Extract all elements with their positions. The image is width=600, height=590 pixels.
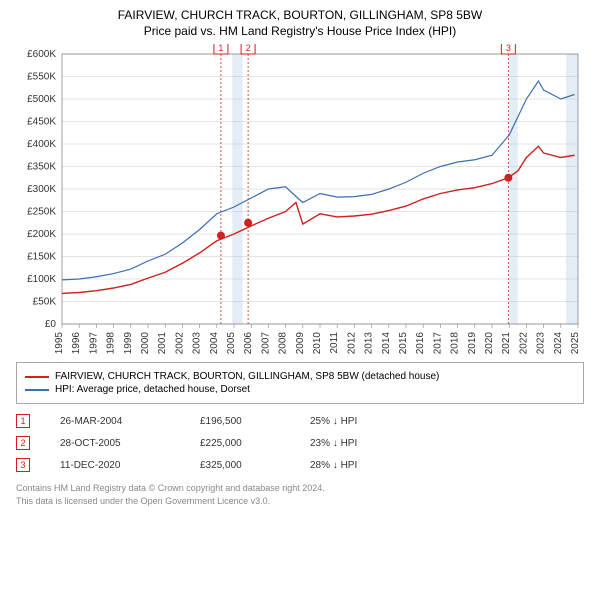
- svg-text:£150K: £150K: [27, 252, 56, 263]
- chart-area: £0 £50K £100K £150K £200K £250K £300K £350K £400…: [12, 44, 588, 354]
- svg-text:£400K: £400K: [27, 139, 56, 150]
- svg-text:£500K: £500K: [27, 94, 56, 105]
- line-chart-svg: £0 £50K £100K £150K £200K £250K £300K £350K £400…: [12, 44, 588, 354]
- chart-subtitle: Price paid vs. HM Land Registry's House …: [12, 24, 588, 38]
- marker-id-box: 3: [16, 458, 30, 472]
- marker-id-box: 1: [16, 414, 30, 428]
- marker-row: 2 28-OCT-2005 £225,000 23% ↓ HPI: [16, 436, 584, 450]
- svg-text:2012: 2012: [346, 332, 357, 354]
- svg-text:2004: 2004: [209, 332, 220, 354]
- svg-text:2006: 2006: [243, 332, 254, 354]
- legend-row: FAIRVIEW, CHURCH TRACK, BOURTON, GILLING…: [25, 371, 575, 382]
- legend-label: HPI: Average price, detached house, Dors…: [55, 384, 250, 395]
- marker-date: 28-OCT-2005: [60, 438, 170, 449]
- svg-text:£450K: £450K: [27, 117, 56, 128]
- svg-text:£600K: £600K: [27, 49, 56, 60]
- marker-date: 26-MAR-2004: [60, 416, 170, 427]
- svg-text:3: 3: [506, 44, 511, 53]
- svg-text:1996: 1996: [71, 332, 82, 354]
- svg-text:2010: 2010: [312, 332, 323, 354]
- svg-text:2020: 2020: [484, 332, 495, 354]
- svg-text:1999: 1999: [123, 332, 134, 354]
- footnote-line: This data is licensed under the Open Gov…: [16, 495, 584, 508]
- svg-text:2003: 2003: [192, 332, 203, 354]
- svg-text:£300K: £300K: [27, 184, 56, 195]
- footnote: Contains HM Land Registry data © Crown c…: [16, 482, 584, 507]
- svg-text:£0: £0: [45, 319, 57, 330]
- svg-text:2025: 2025: [570, 332, 581, 354]
- svg-text:2018: 2018: [450, 332, 461, 354]
- svg-text:2021: 2021: [501, 332, 512, 354]
- svg-text:£250K: £250K: [27, 207, 56, 218]
- marker-row: 3 11-DEC-2020 £325,000 28% ↓ HPI: [16, 458, 584, 472]
- svg-text:2002: 2002: [174, 332, 185, 354]
- svg-text:£550K: £550K: [27, 72, 56, 83]
- svg-text:£350K: £350K: [27, 162, 56, 173]
- svg-text:2007: 2007: [260, 332, 271, 354]
- svg-text:2: 2: [246, 44, 251, 53]
- footnote-line: Contains HM Land Registry data © Crown c…: [16, 482, 584, 495]
- legend-row: HPI: Average price, detached house, Dors…: [25, 384, 575, 395]
- marker-diff: 28% ↓ HPI: [310, 460, 400, 471]
- svg-text:2024: 2024: [553, 332, 564, 354]
- svg-text:£200K: £200K: [27, 229, 56, 240]
- svg-text:2013: 2013: [364, 332, 375, 354]
- marker-price: £196,500: [200, 416, 280, 427]
- svg-text:1: 1: [218, 44, 223, 53]
- marker-price: £225,000: [200, 438, 280, 449]
- legend-swatch: [25, 389, 49, 391]
- svg-text:2015: 2015: [398, 332, 409, 354]
- chart-container: FAIRVIEW, CHURCH TRACK, BOURTON, GILLING…: [0, 0, 600, 519]
- svg-text:2016: 2016: [415, 332, 426, 354]
- chart-title: FAIRVIEW, CHURCH TRACK, BOURTON, GILLING…: [12, 8, 588, 22]
- marker-diff: 25% ↓ HPI: [310, 416, 400, 427]
- svg-text:1997: 1997: [88, 332, 99, 354]
- marker-diff: 23% ↓ HPI: [310, 438, 400, 449]
- legend-label: FAIRVIEW, CHURCH TRACK, BOURTON, GILLING…: [55, 371, 439, 382]
- svg-text:2011: 2011: [329, 332, 340, 354]
- title-block: FAIRVIEW, CHURCH TRACK, BOURTON, GILLING…: [12, 8, 588, 38]
- marker-table: 1 26-MAR-2004 £196,500 25% ↓ HPI 2 28-OCT-200…: [16, 414, 584, 472]
- marker-date: 11-DEC-2020: [60, 460, 170, 471]
- marker-id-box: 2: [16, 436, 30, 450]
- svg-text:2001: 2001: [157, 332, 168, 354]
- svg-text:2005: 2005: [226, 332, 237, 354]
- svg-text:2023: 2023: [536, 332, 547, 354]
- svg-text:2008: 2008: [278, 332, 289, 354]
- marker-row: 1 26-MAR-2004 £196,500 25% ↓ HPI: [16, 414, 584, 428]
- svg-text:2009: 2009: [295, 332, 306, 354]
- marker-price: £325,000: [200, 460, 280, 471]
- svg-text:1998: 1998: [106, 332, 117, 354]
- svg-text:2014: 2014: [381, 332, 392, 354]
- svg-text:£50K: £50K: [33, 297, 57, 308]
- legend-swatch: [25, 376, 49, 378]
- legend: FAIRVIEW, CHURCH TRACK, BOURTON, GILLING…: [16, 362, 584, 404]
- svg-text:2022: 2022: [518, 332, 529, 354]
- svg-text:2000: 2000: [140, 332, 151, 354]
- svg-text:2017: 2017: [432, 332, 443, 354]
- svg-text:1995: 1995: [54, 332, 65, 354]
- svg-text:2019: 2019: [467, 332, 478, 354]
- svg-text:£100K: £100K: [27, 274, 56, 285]
